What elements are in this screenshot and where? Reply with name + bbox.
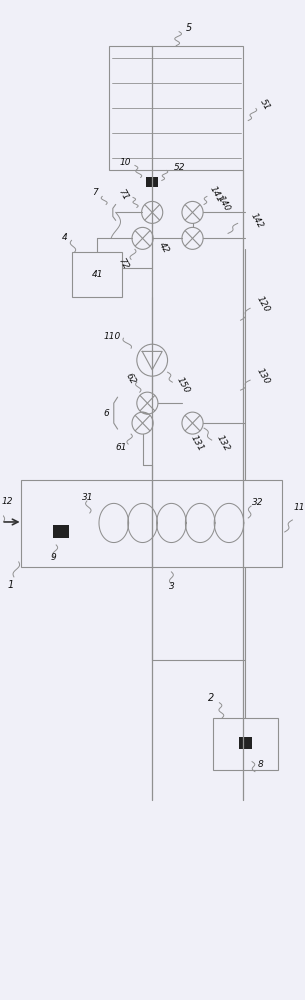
Text: 142: 142 [249,211,265,230]
Bar [53,525,69,538]
Text: 5: 5 [185,23,192,33]
Text: 41: 41 [92,270,103,279]
Text: 52: 52 [173,163,185,172]
Bar [213,718,278,770]
Text: 42: 42 [157,240,170,255]
Text: 31: 31 [82,493,94,502]
Text: 62: 62 [123,372,137,386]
Text: 32: 32 [252,498,264,507]
Text: 9: 9 [50,553,56,562]
Bar [73,252,122,297]
Text: 8: 8 [258,760,264,769]
Text: 150: 150 [175,375,191,395]
Text: 71: 71 [117,187,130,202]
Text: 61: 61 [116,443,127,452]
Text: 7: 7 [92,188,97,197]
Text: 132: 132 [215,433,231,453]
Bar [239,737,252,749]
Text: 4: 4 [62,233,68,242]
Text: 141: 141 [208,185,225,204]
Text: 110: 110 [103,332,120,341]
Bar [109,46,243,170]
Bar [146,177,158,187]
Text: 2: 2 [208,693,214,703]
Text: 130: 130 [254,366,271,386]
Text: 72: 72 [117,256,130,271]
Text: 120: 120 [254,295,271,314]
Text: 140: 140 [216,194,232,213]
Text: 11: 11 [293,503,305,512]
Text: 3: 3 [169,582,174,591]
Text: 6: 6 [103,409,109,418]
Text: 1: 1 [8,580,14,590]
Text: 10: 10 [120,158,131,167]
Text: 131: 131 [189,433,206,453]
Text: 12: 12 [2,497,13,506]
Text: 51: 51 [258,97,271,112]
Bar [21,480,282,567]
